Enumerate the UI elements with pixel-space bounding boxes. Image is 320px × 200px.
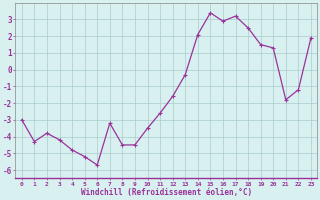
X-axis label: Windchill (Refroidissement éolien,°C): Windchill (Refroidissement éolien,°C): [81, 188, 252, 197]
